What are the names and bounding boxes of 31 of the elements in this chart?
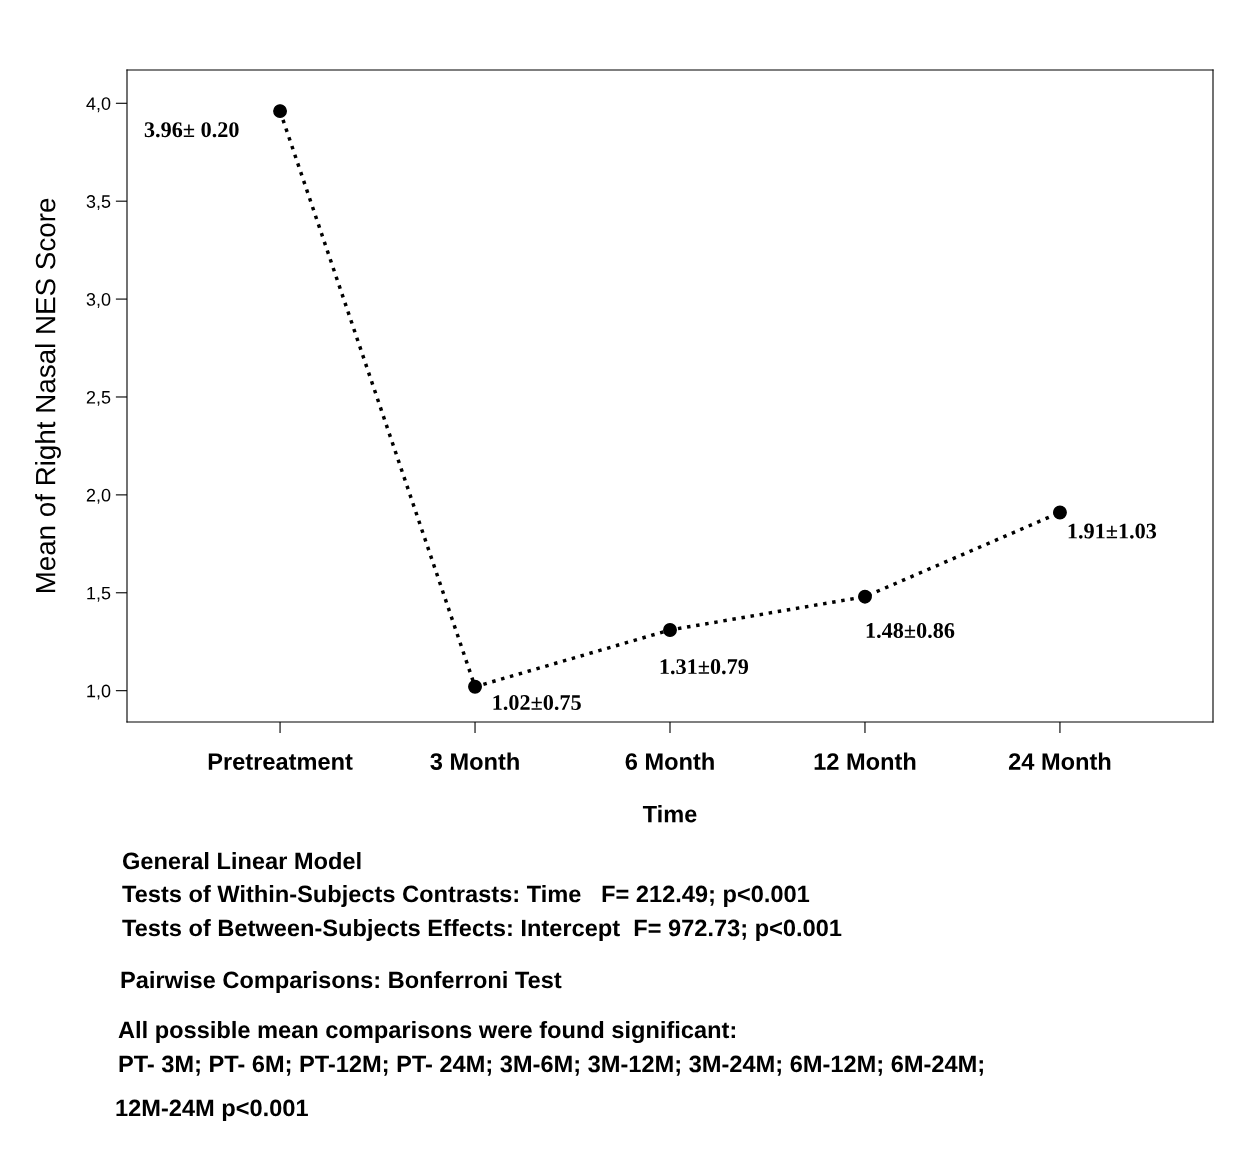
- x-tick-label: 12 Month: [814, 752, 916, 770]
- y-tick-label: 2,5: [86, 390, 111, 406]
- y-tick-label: 1,5: [87, 586, 111, 602]
- text: Tests of Within-Subjects Contrasts: Time F= 212.49; p<0.001: [122, 885, 810, 908]
- text: 12M-24M p<0.001: [116, 1099, 308, 1122]
- text: Pairwise Comparisons: Bonferroni Test: [121, 970, 562, 994]
- text: General Linear Model: [122, 851, 361, 870]
- point: [273, 104, 287, 119]
- point: [858, 589, 872, 604]
- x-tick-label: 3 Month: [430, 752, 519, 770]
- data-label: 1.91±1.03: [1068, 523, 1157, 539]
- y-tick-label: 3,0: [86, 293, 111, 308]
- point: [663, 623, 677, 637]
- y-tick-label: 4,0: [86, 97, 111, 113]
- point: [1053, 505, 1067, 520]
- y-tick-label: 3,5: [86, 195, 111, 211]
- y-axis-title: Mean of Right Nasal NES Score: [35, 198, 61, 593]
- point: [468, 679, 482, 694]
- x-tick-label: 24 Month: [1008, 752, 1111, 770]
- text: All possible mean comparisons were found significant:: [118, 1020, 735, 1044]
- data-label: 3.96± 0.20: [144, 122, 239, 138]
- x-tick-label: 6 Month: [625, 752, 714, 770]
- text: Tests of Between-Subjects Effects: Intercept F= 972.73; p<0.001: [122, 918, 842, 942]
- x-axis-title: Time: [642, 805, 697, 823]
- text: PT- 3M; PT- 6M; PT-12M; PT- 24M; 3M-6M; 3M-12M; 3M-24M; 6M-12M; 6M-24M;: [119, 1055, 983, 1076]
- data-label: 1.48±0.86: [866, 623, 955, 639]
- y-tick-label: 2,0: [86, 488, 111, 504]
- x-tick-label: Pretreatment: [208, 753, 353, 770]
- data-label: 1.31±0.79: [660, 659, 749, 675]
- y-tick-label: 1,0: [87, 684, 111, 700]
- data-label: 1.02±0.75: [493, 695, 581, 711]
